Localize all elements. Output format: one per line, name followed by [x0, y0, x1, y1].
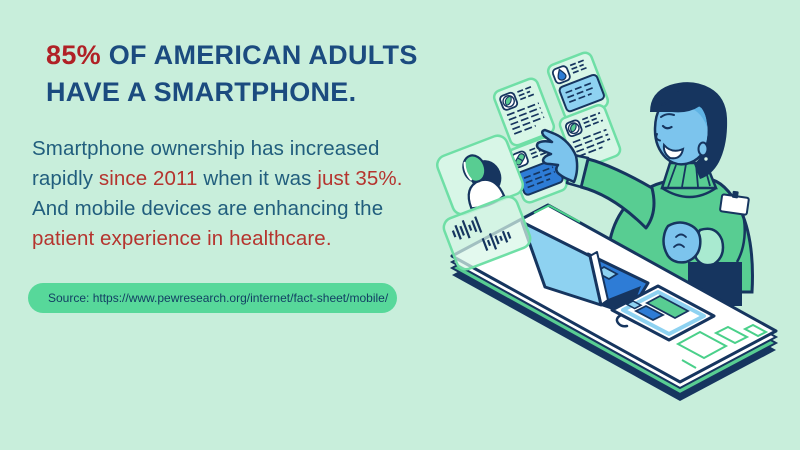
bent-arm: [662, 221, 725, 267]
body-line3: And mobile devices are enhancing the: [32, 197, 384, 220]
waveform-card: [442, 195, 532, 271]
desk-outline-shapes: [675, 323, 769, 369]
source-label: Source: https://www.pewresearch.org/inte…: [48, 291, 389, 305]
eyebrow: [660, 113, 675, 118]
name-badge: [719, 190, 750, 216]
body-line2-accent2: just 35%.: [317, 167, 403, 190]
mouth: [662, 142, 685, 160]
tablet-icon: [610, 284, 716, 342]
body-line1: Smartphone ownership has increased: [32, 137, 380, 160]
earring: [702, 155, 710, 163]
fist: [662, 221, 702, 264]
laptop-lid: [520, 220, 603, 307]
reaching-arm: [535, 128, 656, 230]
headline: 85% OF AMERICAN ADULTS HAVE A SMARTPHONE.: [46, 37, 418, 111]
ear: [697, 141, 709, 157]
eye: [661, 124, 673, 130]
person-head: [650, 82, 728, 179]
body-text: Smartphone ownership has increased rapidl…: [32, 134, 403, 254]
leaf-icon: [499, 91, 519, 111]
droplet-icon: [551, 65, 571, 85]
body-line2-accent1: since 2011: [98, 167, 198, 190]
nose: [655, 133, 661, 142]
hand: [535, 128, 579, 184]
leaf-icon: [565, 119, 583, 138]
headline-stat: 85%: [46, 40, 101, 70]
waveform-icon: [451, 216, 512, 251]
headline-line2: HAVE A SMARTPHONE.: [46, 77, 357, 107]
record-card-droplet: [546, 51, 610, 121]
body-line2-mid: when it was: [197, 167, 318, 190]
hair: [650, 82, 728, 179]
body-line2-plain: rapidly: [32, 167, 99, 190]
record-card-leaf-top: [492, 77, 556, 147]
source-pill: Source: https://www.pewresearch.org/inte…: [28, 283, 397, 313]
body-line4-accent: patient experience in healthcare.: [32, 227, 332, 250]
headline-line1-rest: OF AMERICAN ADULTS: [100, 40, 418, 70]
